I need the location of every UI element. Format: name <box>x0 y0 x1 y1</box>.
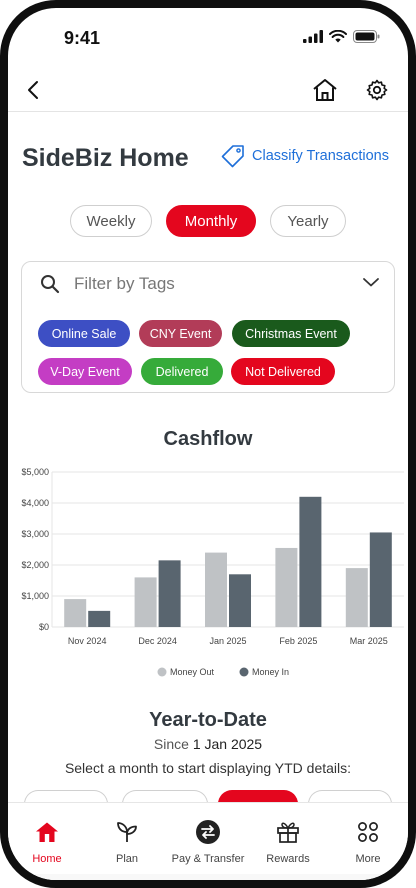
x-tick-label: Mar 2025 <box>350 636 388 646</box>
y-tick-label: $0 <box>39 622 49 632</box>
signal-icon <box>303 30 323 43</box>
page-title: SideBiz Home <box>22 144 189 172</box>
y-tick-label: $5,000 <box>21 467 49 477</box>
ytd-since-date: 1 Jan 2025 <box>192 736 263 752</box>
status-icons <box>303 30 380 43</box>
ytd-since: Since 1 Jan 2025 <box>8 736 408 752</box>
transfer-icon <box>196 820 220 844</box>
period-monthly[interactable]: Monthly <box>166 205 256 237</box>
chart-title: Cashflow <box>163 428 253 450</box>
chevron-left-icon <box>28 81 38 99</box>
x-tick-label: Nov 2024 <box>68 636 107 646</box>
nav-home-label: Home <box>32 853 62 865</box>
bar-money-in <box>299 496 322 627</box>
x-tick-label: Jan 2025 <box>209 636 246 646</box>
bar-money-out <box>205 552 227 627</box>
gear-icon <box>366 79 388 101</box>
y-tick-label: $1,000 <box>21 591 49 601</box>
bar-money-out <box>275 547 298 627</box>
tag-label: Not Delivered <box>245 364 321 379</box>
chevron-down-icon[interactable] <box>362 276 380 288</box>
ytd-title: Year-to-Date <box>149 709 267 731</box>
tag-cny-event[interactable]: CNY Event <box>139 320 222 347</box>
tag-label: Christmas Event <box>245 326 337 341</box>
y-tick-label: $3,000 <box>21 529 49 539</box>
nav-pay-transfer[interactable]: Pay & Transfer <box>168 803 248 873</box>
settings-button[interactable] <box>361 74 393 106</box>
y-tick-label: $4,000 <box>21 498 49 508</box>
home-icon <box>36 822 58 842</box>
nav-rewards-label: Rewards <box>266 853 310 865</box>
home-button[interactable] <box>309 74 341 106</box>
bar-money-in <box>158 560 181 627</box>
nav-plan-label: Plan <box>115 853 139 865</box>
top-nav <box>8 68 408 112</box>
tag-filter-search[interactable]: Filter by Tags <box>40 272 380 296</box>
tag-not-delivered[interactable]: Not Delivered <box>231 358 335 385</box>
wifi-icon <box>329 30 347 43</box>
tag-vday-event[interactable]: V-Day Event <box>38 358 132 385</box>
bar-money-in <box>88 610 111 627</box>
tag-label: V-Day Event <box>50 364 120 379</box>
classify-transactions-link[interactable]: Classify Transactions <box>220 144 389 168</box>
nav-more[interactable]: More <box>328 803 408 873</box>
status-time: 9:41 <box>64 28 101 48</box>
plant-icon <box>117 822 137 842</box>
tag-icon <box>221 145 244 168</box>
bar-money-out <box>345 568 368 627</box>
x-tick-label: Dec 2024 <box>138 636 177 646</box>
legend-label: Money In <box>252 667 289 677</box>
tag-online-sale[interactable]: Online Sale <box>38 320 130 347</box>
tag-label: Online Sale <box>51 326 117 341</box>
home-indicator <box>8 874 408 880</box>
ytd-instruction: Select a month to start displaying YTD d… <box>64 760 352 776</box>
more-grid-icon <box>358 822 378 842</box>
period-weekly[interactable]: Weekly <box>70 205 152 237</box>
tag-filter-placeholder: Filter by Tags <box>74 274 175 293</box>
nav-pay-transfer-label: Pay & Transfer <box>171 853 245 865</box>
bar-money-out <box>64 599 87 627</box>
back-button[interactable] <box>17 74 49 106</box>
period-yearly[interactable]: Yearly <box>270 205 346 237</box>
tag-filter-card: Filter by Tags Online Sale CNY Event Chr… <box>21 261 395 393</box>
tag-label: Delivered <box>155 364 209 379</box>
period-toggle: Weekly Monthly Yearly <box>70 205 346 237</box>
x-tick-label: Feb 2025 <box>279 636 317 646</box>
status-bar: 9:41 <box>8 8 408 64</box>
nav-home[interactable]: Home <box>8 803 87 873</box>
bar-money-out <box>134 577 157 627</box>
cashflow-chart: $0 $1,000 $2,000 $3,000 $4,000 $5,000 Nov 2024… <box>21 467 404 677</box>
home-icon <box>313 79 337 101</box>
tag-label: CNY Event <box>149 326 212 341</box>
legend-swatch <box>157 667 167 677</box>
legend-label: Money Out <box>170 667 215 677</box>
nav-more-label: More <box>355 853 381 865</box>
gift-icon <box>277 822 299 843</box>
nav-rewards[interactable]: Rewards <box>248 803 328 873</box>
classify-transactions-label: Classify Transactions <box>252 148 389 164</box>
tag-delivered[interactable]: Delivered <box>141 358 223 385</box>
bar-money-in <box>229 574 251 627</box>
bar-money-in <box>369 532 392 627</box>
battery-icon <box>353 30 380 43</box>
search-icon <box>41 275 60 294</box>
ytd-since-prefix: Since <box>153 736 189 752</box>
bottom-nav: Home Plan Pay & Transfer <box>8 802 408 880</box>
nav-plan[interactable]: Plan <box>87 803 167 873</box>
legend-swatch <box>239 667 249 677</box>
y-tick-label: $2,000 <box>21 560 49 570</box>
tag-christmas-event[interactable]: Christmas Event <box>232 320 350 347</box>
